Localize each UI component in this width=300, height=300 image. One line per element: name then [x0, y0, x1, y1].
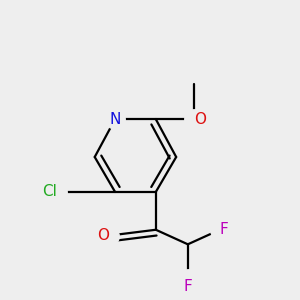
Text: F: F — [184, 279, 192, 294]
Text: O: O — [194, 112, 206, 127]
Text: O: O — [97, 228, 109, 243]
Text: F: F — [220, 222, 229, 237]
Text: Cl: Cl — [42, 184, 57, 200]
Text: N: N — [110, 112, 121, 127]
